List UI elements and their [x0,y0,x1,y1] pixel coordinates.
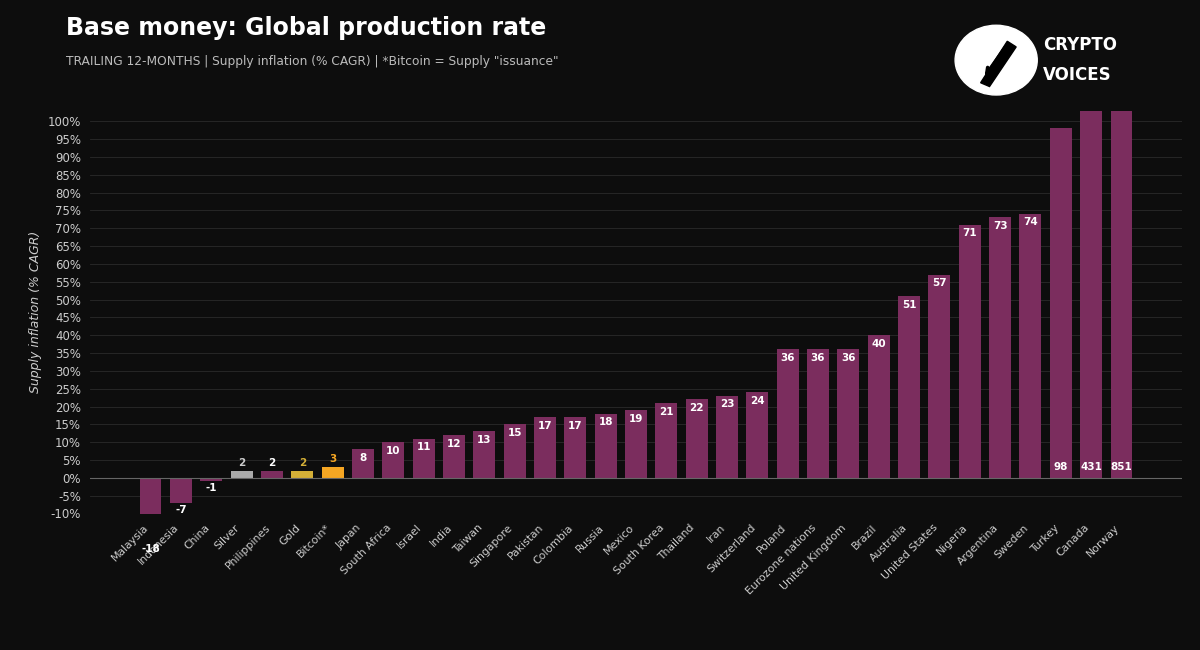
Bar [534,417,556,478]
Bar [716,396,738,478]
Bar [776,350,799,478]
Text: 13: 13 [478,435,492,445]
Text: 851: 851 [1110,463,1133,473]
Bar [746,392,768,478]
Text: 51: 51 [902,300,917,309]
Text: 10: 10 [386,446,401,456]
Bar [868,335,889,478]
Bar [1020,214,1042,478]
Bar [383,442,404,478]
Bar [929,274,950,478]
Bar [898,296,920,478]
Text: 71: 71 [962,228,977,238]
Text: 74: 74 [1024,218,1038,227]
Bar [625,410,647,478]
Bar [200,478,222,482]
Text: 2: 2 [269,458,276,468]
Bar [352,449,374,478]
Text: 36: 36 [780,353,794,363]
Bar [959,225,980,478]
Text: 19: 19 [629,413,643,424]
Text: -1: -1 [205,483,217,493]
Text: 40: 40 [871,339,886,349]
Bar [808,350,829,478]
Bar [443,435,464,478]
Text: 431: 431 [1080,463,1102,473]
Text: 57: 57 [932,278,947,288]
Text: 73: 73 [992,221,1007,231]
Text: CRYPTO: CRYPTO [1043,36,1117,54]
Bar [260,471,283,478]
Text: 8: 8 [359,453,366,463]
Bar [1110,111,1133,478]
Text: 2: 2 [299,458,306,468]
Text: 2: 2 [238,458,245,468]
Bar [595,413,617,478]
Circle shape [955,25,1037,95]
Bar [504,424,526,478]
Text: 17: 17 [568,421,583,431]
Text: 22: 22 [690,403,704,413]
Text: 11: 11 [416,442,431,452]
Text: 36: 36 [841,353,856,363]
Bar [838,350,859,478]
Bar [655,403,677,478]
Bar [170,478,192,503]
Bar [322,467,343,478]
Text: -18: -18 [142,544,160,554]
Text: VOICES: VOICES [1043,66,1111,84]
Text: 3: 3 [329,454,336,464]
Bar [564,417,587,478]
Bar [1080,111,1102,478]
Text: Base money: Global production rate: Base money: Global production rate [66,16,546,40]
Text: 17: 17 [538,421,552,431]
Bar [989,218,1012,478]
Text: 15: 15 [508,428,522,438]
Text: 24: 24 [750,396,764,406]
Bar [413,439,434,478]
Text: -7: -7 [175,504,187,515]
Bar [473,432,496,478]
Y-axis label: Supply inflation (% CAGR): Supply inflation (% CAGR) [29,231,42,393]
Text: 23: 23 [720,399,734,410]
Text: 18: 18 [599,417,613,427]
Text: 98: 98 [1054,463,1068,473]
Text: 12: 12 [446,439,461,448]
Bar [1050,128,1072,478]
Bar [685,399,708,478]
Bar [292,471,313,478]
Bar [139,478,162,514]
Text: 21: 21 [659,406,673,417]
Text: TRAILING 12-MONTHS | Supply inflation (% CAGR) | *Bitcoin = Supply "issuance": TRAILING 12-MONTHS | Supply inflation (%… [66,55,558,68]
Text: 36: 36 [811,353,826,363]
Polygon shape [980,42,1016,86]
Bar [230,471,252,478]
